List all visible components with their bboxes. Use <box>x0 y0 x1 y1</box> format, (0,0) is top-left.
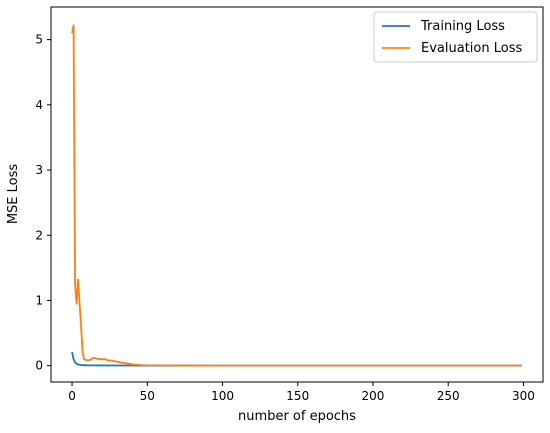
y-tick-label: 2 <box>35 228 43 242</box>
x-axis-label: number of epochs <box>238 409 356 424</box>
y-tick-label: 0 <box>35 359 43 373</box>
x-tick-label: 150 <box>286 389 309 403</box>
x-tick-label: 50 <box>140 389 155 403</box>
series-line-evaluation-loss <box>71 24 522 367</box>
x-axis: 0 50 100 150 200 250 300 <box>68 382 535 403</box>
plot-frame <box>50 6 544 383</box>
y-tick-label: 5 <box>35 33 43 47</box>
y-axis-label: MSE Loss <box>6 164 21 225</box>
x-tick-label: 100 <box>211 389 234 403</box>
legend-label-evaluation-loss: Evaluation Loss <box>421 41 522 56</box>
y-axis: 0 1 2 3 4 5 <box>35 33 51 373</box>
plot-background <box>51 7 543 382</box>
legend: Training Loss Evaluation Loss <box>373 11 538 63</box>
legend-label-training-loss: Training Loss <box>420 19 505 34</box>
x-tick-label: 250 <box>437 389 460 403</box>
x-tick-label: 300 <box>512 389 535 403</box>
y-tick-label: 4 <box>35 98 43 112</box>
x-tick-label: 200 <box>362 389 385 403</box>
y-tick-label: 3 <box>35 163 43 177</box>
y-tick-label: 1 <box>35 293 43 307</box>
x-tick-label: 0 <box>68 389 76 403</box>
series-layer <box>71 24 522 367</box>
legend-box <box>373 11 538 63</box>
